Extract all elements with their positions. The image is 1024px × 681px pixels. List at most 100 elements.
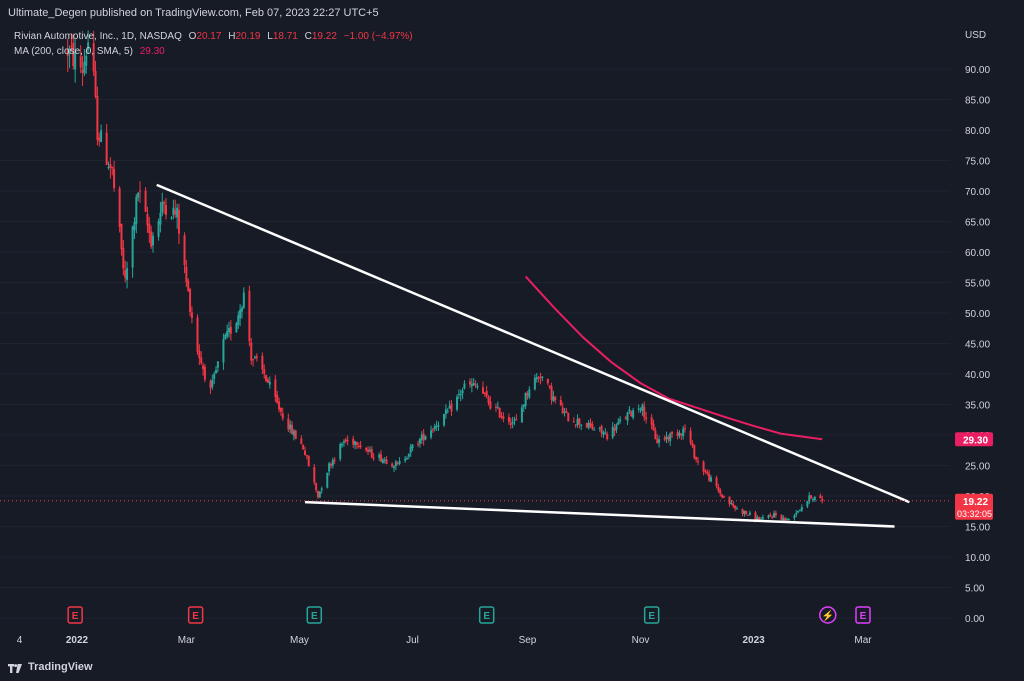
candle-body <box>719 489 722 494</box>
candle-body <box>133 222 136 231</box>
candle-body <box>368 449 371 452</box>
candle-body <box>682 428 685 437</box>
candle-body <box>602 432 605 435</box>
candle-body <box>717 486 720 491</box>
candle-body <box>626 412 629 421</box>
candle-body <box>287 418 290 430</box>
candle-body <box>420 434 423 440</box>
y-tick-label: 90.00 <box>965 65 990 76</box>
candle-body <box>211 379 214 387</box>
candle-body <box>808 495 811 502</box>
candle-body <box>754 512 757 520</box>
event-glyph: ⚡ <box>822 609 834 622</box>
candle-body <box>372 457 375 459</box>
candle-body <box>253 357 256 359</box>
candle-body <box>124 270 127 278</box>
candle-body <box>798 509 801 511</box>
candle-body <box>81 70 84 73</box>
event-glyph: E <box>72 611 79 622</box>
candle-body <box>771 516 774 518</box>
candle-body <box>654 430 657 440</box>
candle-body <box>215 369 218 374</box>
candlestick-chart[interactable]: USD 90.00 85.00 80.00 75.00 70.00 65.00 60.00 55… <box>0 24 1024 655</box>
candle-body <box>239 309 242 319</box>
candle-body <box>637 408 640 410</box>
candle-body <box>255 356 258 359</box>
brand-name[interactable]: TradingView <box>28 661 93 673</box>
candle-body <box>784 518 787 521</box>
candle-body <box>472 383 475 386</box>
candle-body <box>289 424 292 430</box>
candle-body <box>585 423 588 428</box>
candle-body <box>600 426 603 434</box>
candle-body <box>526 393 529 396</box>
candle-body <box>587 422 590 429</box>
candle-body <box>758 517 761 521</box>
candle-body <box>174 210 177 215</box>
candle-body <box>533 377 536 390</box>
candle-body <box>747 514 750 516</box>
candle-body <box>498 407 501 418</box>
candle-body <box>144 190 147 212</box>
candle-body <box>624 417 627 419</box>
candle-body <box>407 454 410 457</box>
candle-body <box>328 463 331 472</box>
candle-body <box>604 432 607 434</box>
candle-body <box>800 507 803 511</box>
candle-body <box>691 443 694 446</box>
chart-area[interactable]: USD 90.00 85.00 80.00 75.00 70.00 65.00 60.00 55… <box>0 24 1024 655</box>
candle-body <box>70 45 73 47</box>
candle-body <box>152 235 155 246</box>
candle-body <box>689 430 692 443</box>
candle-body <box>793 515 796 519</box>
x-tick-label: May <box>290 635 309 646</box>
candle-body <box>819 495 822 499</box>
candle-body <box>734 505 737 509</box>
candle-body <box>645 417 648 420</box>
candle-body <box>326 472 329 488</box>
low-value: 18.71 <box>272 31 298 42</box>
candle-body <box>113 168 116 189</box>
earnings-event-icon <box>187 606 204 624</box>
candle-body <box>476 385 479 388</box>
ma-value: 29.30 <box>139 46 165 57</box>
candle-body <box>813 496 816 500</box>
candle-body <box>118 188 121 227</box>
candle-body <box>522 404 525 408</box>
candle-body <box>437 425 440 427</box>
candle-body <box>444 409 447 414</box>
event-glyph: E <box>860 611 867 622</box>
candle-body <box>422 433 425 441</box>
candle-body <box>693 445 696 458</box>
candle-body <box>535 376 538 380</box>
candle-body <box>111 166 114 169</box>
candle-body <box>66 48 69 57</box>
candle-body <box>563 411 566 413</box>
candle-body <box>185 266 188 283</box>
candle-body <box>593 429 596 431</box>
x-tick-label: Nov <box>632 635 650 646</box>
candle-body <box>748 512 751 515</box>
candle-body <box>354 441 357 446</box>
candle-body <box>580 424 583 426</box>
candle-body <box>105 132 108 165</box>
candle-body <box>380 454 383 462</box>
x-tick-label: Jul <box>406 635 419 646</box>
candle-body <box>448 405 451 409</box>
price-label-value: 19.22 <box>963 497 988 508</box>
close-label: C <box>304 31 312 42</box>
tradingview-logo-icon[interactable] <box>8 664 22 673</box>
candle-body <box>248 290 251 342</box>
y-tick-label: 80.00 <box>965 126 990 137</box>
candle-body <box>483 392 486 394</box>
publish-header: Ultimate_Degen published on TradingView.… <box>0 0 1024 26</box>
earnings-event-icon <box>306 606 323 624</box>
candle-body <box>485 390 488 397</box>
candle-body <box>663 437 666 440</box>
candle-body <box>300 438 303 445</box>
candle-body <box>769 514 772 516</box>
candle-body <box>409 446 412 453</box>
candle-body <box>359 445 362 448</box>
candle-body <box>263 369 266 374</box>
candle-body <box>767 515 770 518</box>
